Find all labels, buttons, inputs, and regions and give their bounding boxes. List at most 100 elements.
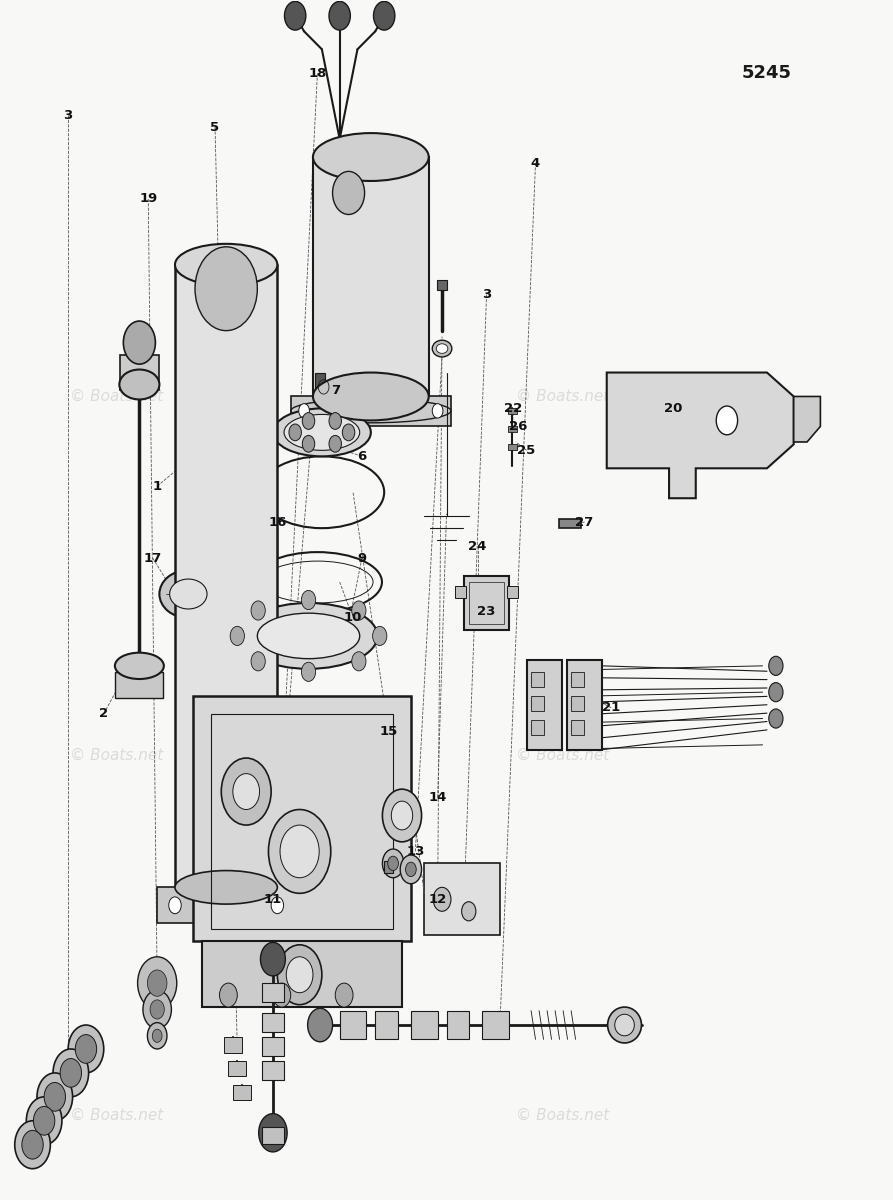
Circle shape bbox=[33, 1106, 54, 1135]
Text: 18: 18 bbox=[308, 67, 327, 79]
Circle shape bbox=[716, 406, 738, 434]
Circle shape bbox=[273, 983, 291, 1007]
Circle shape bbox=[769, 656, 783, 676]
Circle shape bbox=[352, 601, 366, 620]
Circle shape bbox=[251, 652, 265, 671]
Text: 12: 12 bbox=[429, 893, 446, 906]
Circle shape bbox=[769, 683, 783, 702]
Bar bbox=[263, 1037, 284, 1056]
Ellipse shape bbox=[313, 372, 429, 420]
Bar bbox=[263, 1013, 284, 1032]
Circle shape bbox=[335, 983, 353, 1007]
Circle shape bbox=[285, 1, 305, 30]
Bar bbox=[313, 157, 429, 396]
Bar bbox=[464, 576, 509, 630]
Circle shape bbox=[44, 1082, 65, 1111]
Bar bbox=[507, 586, 518, 598]
Text: 2: 2 bbox=[99, 707, 108, 720]
Circle shape bbox=[287, 956, 313, 992]
Text: 22: 22 bbox=[505, 402, 522, 415]
Text: 23: 23 bbox=[478, 606, 496, 618]
Bar bbox=[224, 1037, 242, 1052]
Circle shape bbox=[150, 1000, 164, 1019]
Text: 5245: 5245 bbox=[742, 65, 792, 83]
Circle shape bbox=[462, 901, 476, 920]
Ellipse shape bbox=[120, 370, 160, 400]
Circle shape bbox=[261, 942, 286, 976]
Ellipse shape bbox=[437, 343, 447, 353]
Circle shape bbox=[299, 403, 309, 418]
Text: 10: 10 bbox=[344, 612, 363, 624]
Ellipse shape bbox=[160, 570, 217, 618]
Bar bbox=[115, 672, 163, 698]
Bar bbox=[482, 1010, 509, 1039]
Bar bbox=[531, 696, 545, 712]
Bar bbox=[572, 696, 585, 712]
Bar bbox=[508, 444, 517, 450]
Circle shape bbox=[230, 626, 245, 646]
Ellipse shape bbox=[257, 613, 360, 659]
Bar bbox=[264, 528, 278, 558]
Text: 7: 7 bbox=[330, 384, 339, 397]
Circle shape bbox=[373, 1, 395, 30]
Circle shape bbox=[329, 413, 341, 430]
Text: 16: 16 bbox=[268, 516, 287, 529]
Ellipse shape bbox=[284, 414, 360, 450]
Bar bbox=[567, 660, 602, 750]
Ellipse shape bbox=[115, 653, 163, 679]
Circle shape bbox=[26, 1097, 62, 1145]
Circle shape bbox=[75, 1034, 96, 1063]
Circle shape bbox=[123, 322, 155, 364]
Bar bbox=[263, 1061, 284, 1080]
Bar bbox=[263, 1127, 284, 1144]
Text: 4: 4 bbox=[531, 156, 540, 169]
Circle shape bbox=[432, 403, 443, 418]
Bar bbox=[559, 518, 581, 528]
Text: 26: 26 bbox=[508, 420, 527, 433]
Circle shape bbox=[271, 896, 284, 913]
Bar bbox=[531, 672, 545, 688]
Circle shape bbox=[289, 424, 302, 440]
Circle shape bbox=[15, 1121, 50, 1169]
Circle shape bbox=[259, 1114, 288, 1152]
Text: © Boats.net: © Boats.net bbox=[71, 389, 163, 404]
Bar bbox=[455, 586, 466, 598]
Bar bbox=[411, 1010, 438, 1039]
Circle shape bbox=[21, 1130, 43, 1159]
Text: 6: 6 bbox=[357, 450, 366, 463]
Text: 19: 19 bbox=[139, 192, 157, 205]
Text: 5: 5 bbox=[211, 120, 220, 133]
Circle shape bbox=[68, 1025, 104, 1073]
Bar bbox=[572, 672, 585, 688]
Circle shape bbox=[143, 990, 171, 1028]
Circle shape bbox=[153, 1030, 162, 1043]
Bar bbox=[446, 1010, 469, 1039]
Circle shape bbox=[388, 857, 398, 870]
Bar bbox=[202, 941, 402, 1007]
Bar bbox=[527, 660, 563, 750]
Bar bbox=[314, 372, 325, 394]
Bar bbox=[229, 1061, 246, 1076]
Bar bbox=[157, 887, 296, 923]
Bar bbox=[384, 860, 393, 872]
Text: 15: 15 bbox=[380, 725, 397, 738]
Ellipse shape bbox=[432, 341, 452, 356]
Text: © Boats.net: © Boats.net bbox=[71, 748, 163, 763]
Circle shape bbox=[303, 436, 314, 452]
Ellipse shape bbox=[175, 244, 278, 286]
Circle shape bbox=[391, 802, 413, 830]
Circle shape bbox=[352, 652, 366, 671]
Text: 25: 25 bbox=[518, 444, 536, 457]
Text: © Boats.net: © Boats.net bbox=[515, 1108, 609, 1122]
Circle shape bbox=[332, 172, 364, 215]
Text: 11: 11 bbox=[263, 893, 282, 906]
Circle shape bbox=[138, 956, 177, 1009]
Polygon shape bbox=[794, 396, 821, 442]
Circle shape bbox=[302, 662, 315, 682]
Circle shape bbox=[405, 862, 416, 876]
Bar bbox=[375, 1010, 397, 1039]
Circle shape bbox=[269, 810, 330, 893]
Circle shape bbox=[329, 436, 341, 452]
Bar bbox=[424, 863, 500, 935]
Circle shape bbox=[233, 774, 260, 810]
